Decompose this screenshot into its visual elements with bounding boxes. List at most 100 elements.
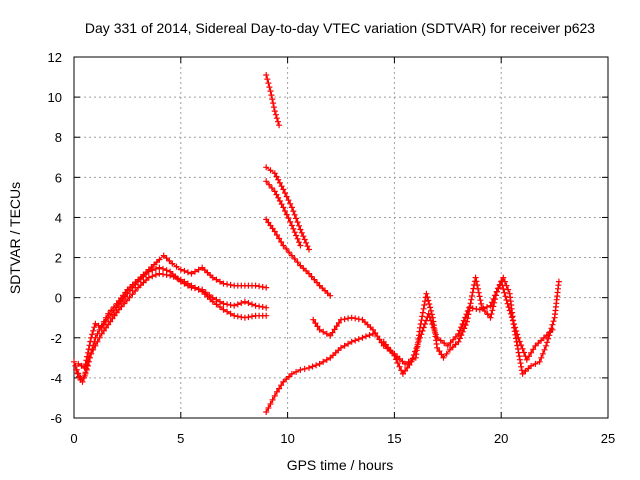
data-point: [306, 246, 312, 253]
data-point: [301, 236, 308, 243]
data-point: [500, 286, 507, 292]
data-point: [81, 364, 88, 371]
data-point: [352, 337, 359, 344]
data-point: [263, 304, 270, 311]
data-point: [263, 409, 270, 415]
data-point: [75, 360, 82, 367]
data-point: [530, 346, 537, 353]
data-point: [285, 215, 292, 222]
data-point: [276, 122, 283, 129]
data-point: [549, 321, 556, 328]
data-point: [288, 222, 295, 229]
data-point: [456, 335, 463, 342]
data-point: [290, 208, 297, 215]
data-point: [267, 167, 274, 174]
data-point: [362, 333, 369, 340]
data-point: [265, 80, 272, 87]
data-point: [338, 344, 344, 351]
data-point: [206, 292, 213, 298]
data-point: [505, 304, 512, 311]
series-track-7: [263, 216, 334, 299]
data-point: [372, 330, 379, 336]
data-point: [156, 264, 163, 271]
data-point: [278, 239, 285, 245]
data-point: [271, 188, 278, 195]
data-point: [509, 317, 516, 324]
data-point: [540, 334, 547, 341]
x-tick-label: 5: [177, 431, 184, 446]
data-point: [314, 323, 321, 330]
data-point: [348, 314, 355, 321]
series-line: [75, 273, 267, 381]
data-point: [464, 318, 470, 325]
data-point: [288, 204, 295, 211]
data-point: [515, 349, 522, 356]
data-point: [421, 321, 428, 327]
data-point: [478, 300, 485, 307]
data-point: [370, 326, 376, 333]
data-point: [341, 316, 348, 323]
data-point: [308, 273, 315, 280]
data-point: [464, 308, 471, 314]
data-point: [304, 243, 311, 250]
data-point: [121, 300, 128, 307]
data-point: [220, 300, 227, 307]
data-point: [489, 307, 496, 314]
data-point: [283, 245, 290, 252]
data-point: [280, 186, 287, 193]
data-point: [181, 280, 188, 287]
y-tick-label: 12: [48, 50, 62, 65]
y-tick-label: -4: [50, 371, 62, 386]
data-point: [366, 332, 373, 339]
series-track-9: [310, 274, 562, 377]
data-point: [213, 276, 220, 283]
data-point: [402, 360, 409, 367]
data-point: [124, 290, 131, 297]
data-point: [352, 315, 359, 322]
data-point: [408, 358, 415, 365]
data-point: [410, 352, 417, 358]
data-point: [265, 405, 272, 411]
x-tick-label: 15: [387, 431, 401, 446]
data-point: [477, 297, 484, 304]
data-point: [209, 294, 216, 301]
data-point: [300, 233, 307, 240]
data-point: [493, 288, 500, 295]
data-point: [434, 334, 441, 341]
data-point: [278, 183, 285, 190]
data-point: [415, 338, 422, 345]
data-point: [126, 294, 133, 301]
data-point: [320, 328, 327, 335]
data-point: [220, 280, 227, 287]
data-point: [459, 328, 466, 335]
data-point: [282, 190, 288, 196]
data-point: [263, 178, 270, 185]
data-point: [77, 376, 84, 383]
data-point: [462, 322, 469, 329]
data-point: [217, 304, 223, 310]
data-point: [169, 260, 176, 267]
data-point: [517, 360, 524, 367]
data-point: [495, 285, 502, 292]
data-point: [88, 350, 95, 357]
data-point: [418, 331, 425, 338]
data-point: [506, 307, 513, 314]
data-point: [288, 370, 295, 377]
data-point: [100, 321, 107, 328]
data-point: [528, 362, 535, 369]
y-tick-label: -6: [50, 411, 62, 426]
data-point: [420, 324, 427, 331]
data-point: [276, 385, 283, 392]
data-point: [173, 263, 180, 270]
data-point: [376, 336, 383, 343]
data-point: [472, 274, 479, 281]
data-point: [152, 271, 159, 278]
data-point: [539, 350, 546, 357]
y-tick-label: 4: [55, 210, 62, 225]
x-axis-label: GPS time / hours: [287, 457, 394, 473]
data-point: [526, 353, 532, 360]
data-point: [259, 304, 266, 310]
data-point: [311, 276, 318, 283]
data-point: [81, 372, 88, 379]
data-point: [518, 363, 525, 370]
